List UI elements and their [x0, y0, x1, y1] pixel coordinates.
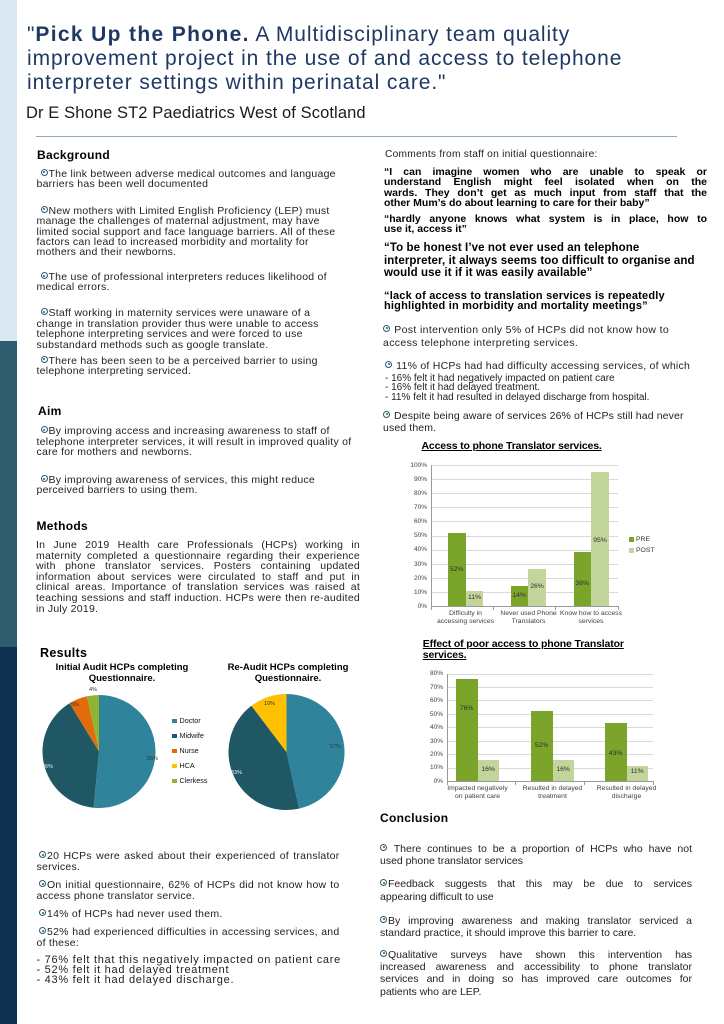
svg-text:55%: 55% [147, 756, 158, 762]
svg-text:4%: 4% [89, 687, 97, 693]
svg-text:10%: 10% [264, 701, 275, 707]
svg-text:5%: 5% [71, 702, 79, 708]
svg-text:57%: 57% [330, 744, 341, 750]
svg-text:36%: 36% [42, 764, 53, 770]
svg-text:33%: 33% [231, 770, 242, 776]
